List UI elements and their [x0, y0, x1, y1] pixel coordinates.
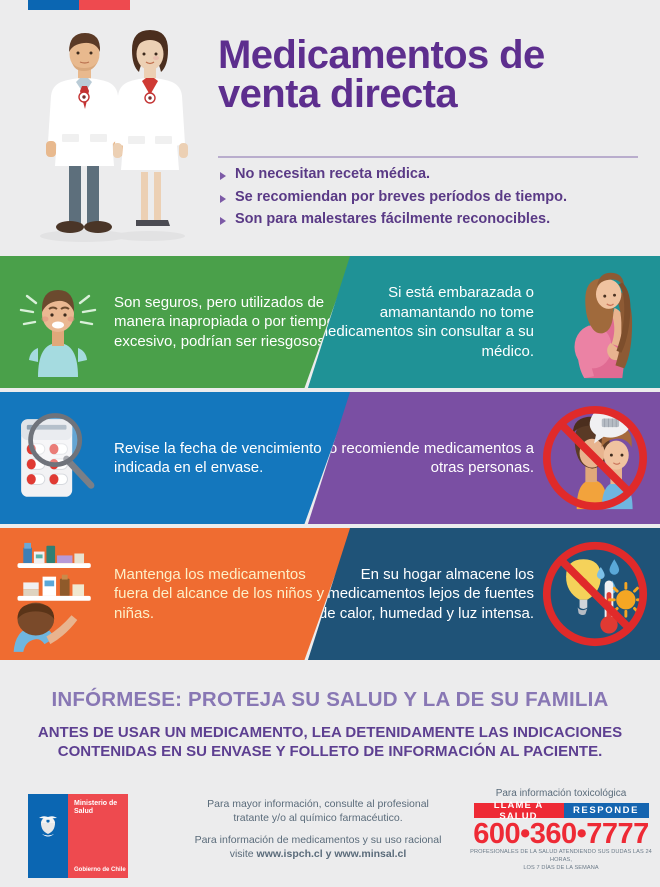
no-recommending-people-icon [536, 392, 654, 524]
triangle-bullet-icon [220, 217, 226, 226]
cta-body-line-1: ANTES DE USAR UN MEDICAMENTO, LEA DETENI… [37, 724, 623, 741]
banner-responde: RESPONDE [563, 803, 649, 818]
footer-visite-label: visite [229, 847, 257, 860]
panel-text: En su hogar almacene los medicamentos le… [318, 565, 534, 622]
list-item: Se recomiendan por breves períodos de ti… [220, 189, 650, 206]
footer-info-block-2: Para información de medicamentos y su us… [168, 834, 468, 861]
advice-panels: Son seguros, pero utilizados de manera i… [0, 256, 660, 664]
footer-section: Ministerio de Salud Gobierno de Chile Pa… [0, 780, 660, 887]
bullet-text: No necesitan receta médica. [235, 166, 431, 182]
header-section: Medicamentos de venta directa No necesit… [0, 10, 660, 252]
toxicology-label: Para información toxicológica [495, 788, 627, 799]
panel-safety: Son seguros, pero utilizados de manera i… [0, 256, 352, 388]
call-to-action-section: INFÓRMESE: PROTEJA SU SALUD Y LA DE SU F… [0, 672, 660, 762]
bullet-text: Se recomiendan por breves períodos de ti… [235, 188, 567, 205]
logo-ministry-line-2: Salud [74, 808, 94, 816]
panel-expiry: Revise la fecha de vencimiento indicada … [0, 392, 352, 524]
footer-info-line-3: Para información de medicamentos y su us… [194, 834, 442, 847]
list-item: No necesitan receta médica. [220, 166, 650, 183]
flag-blue-stripe [28, 0, 79, 10]
advice-row: Revise la fecha de vencimiento indicada … [0, 392, 660, 524]
no-heat-humidity-light-icon [536, 528, 654, 660]
triangle-bullet-icon [220, 172, 226, 180]
pregnant-woman-icon [536, 256, 654, 388]
salud-responde-banner: LLAME A SALUD RESPONDE [473, 800, 649, 822]
advice-row: Mantenga los medicamentos fuera del alca… [0, 528, 660, 660]
chile-coat-of-arms-icon [39, 816, 57, 837]
panel-text: Si está embarazada o amamantando no tome… [315, 284, 534, 360]
panel-no-recommend: No recomiende medicamentos a otras perso… [307, 392, 660, 524]
phone-number[interactable]: 600•360•7777 [473, 818, 649, 850]
logo-blue-panel [28, 794, 68, 878]
triangle-bullet-icon [220, 194, 226, 203]
logo-red-panel: Ministerio de Salud Gobierno de Chile [68, 794, 128, 878]
panel-text: Mantenga los medicamentos fuera del alca… [114, 565, 325, 622]
footer-info-text: Para mayor información, consulte al prof… [168, 798, 468, 862]
title-line-2: venta directa [218, 72, 458, 117]
panel-text: Son seguros, pero utilizados de manera i… [114, 293, 335, 350]
logo-government-text: Gobierno de Chile [74, 867, 126, 873]
two-doctors-illustration [24, 24, 204, 246]
title-line-1: Medicamentos de [218, 33, 545, 77]
panel-children: Mantenga los medicamentos fuera del alca… [0, 528, 352, 660]
page-title: Medicamentos de venta directa [218, 33, 638, 117]
panel-text: No recomiende medicamentos a otras perso… [318, 439, 534, 477]
cta-headline: INFÓRMESE: PROTEJA SU SALUD Y LA DE SU F… [51, 688, 609, 711]
header-bullet-list: No necesitan receta médica. Se recomiend… [220, 166, 650, 234]
list-item: Son para malestares fácilmente reconocib… [220, 211, 650, 228]
footer-info-line-1: Para mayor información, consulte al prof… [207, 798, 429, 810]
toxicology-fine-print: PROFESIONALES DE LA SALUD ATENDIENDO SUS… [470, 849, 652, 872]
panel-text: Revise la fecha de vencimiento indicada … [114, 439, 322, 477]
footer-website-links[interactable]: www.ispch.cl y www.minsal.cl [256, 847, 407, 860]
advice-row: Son seguros, pero utilizados de manera i… [0, 256, 660, 388]
footer-info-line-2: tratante y/o al químico farmacéutico. [233, 811, 403, 824]
panel-pregnancy: Si está embarazada o amamantando no tome… [307, 256, 660, 388]
banner-llame-a-salud: LLAME A SALUD [473, 800, 564, 822]
blister-pack-magnifier-icon [4, 392, 112, 524]
toxicology-contact-block: Para información toxicológica LLAME A SA… [470, 788, 652, 872]
flag-red-stripe [79, 0, 130, 10]
ministerio-de-salud-logo: Ministerio de Salud Gobierno de Chile [28, 794, 128, 878]
logo-ministry-line-1: Ministerio de [74, 800, 118, 807]
fine-print-line-1: PROFESIONALES DE LA SALUD ATENDIENDO SUS… [470, 849, 652, 863]
fine-print-line-2: LOS 7 DÍAS DE LA SEMANA [523, 864, 599, 871]
panel-storage: En su hogar almacene los medicamentos le… [307, 528, 660, 660]
cta-body: ANTES DE USAR UN MEDICAMENTO, LEA DETENI… [0, 724, 660, 762]
bullet-text: Son para malestares fácilmente reconocib… [235, 211, 551, 228]
chile-flag-bar [28, 0, 130, 10]
cta-body-line-2: CONTENIDAS EN SU ENVASE Y FOLLETO DE INF… [57, 742, 603, 760]
man-with-headache-icon [4, 256, 112, 388]
title-divider [218, 156, 638, 158]
footer-info-block-1: Para mayor información, consulte al prof… [168, 798, 468, 825]
logo-ministry-text: Ministerio de Salud [74, 800, 117, 816]
shelf-out-of-reach-icon [4, 528, 112, 660]
